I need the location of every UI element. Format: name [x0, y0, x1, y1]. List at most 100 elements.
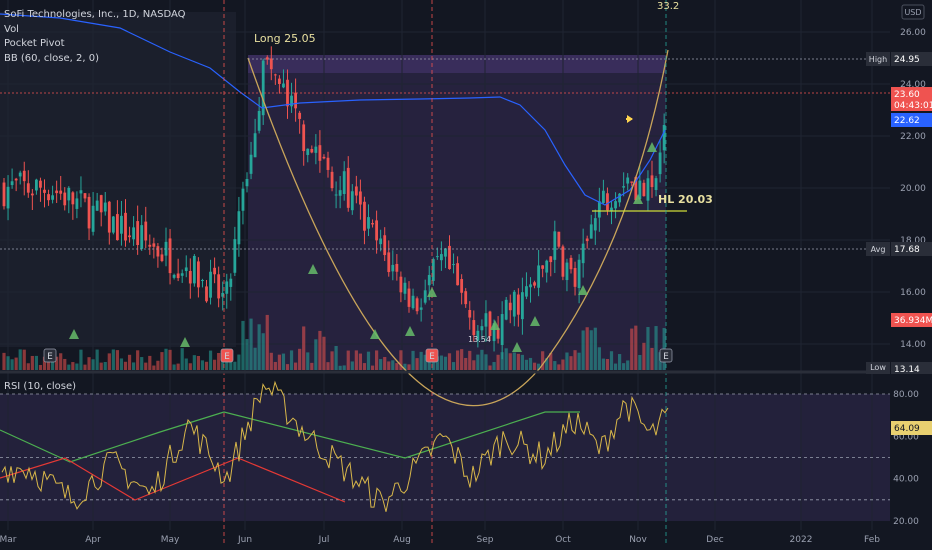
earnings-badge[interactable]: [43, 348, 57, 363]
pocket-pivot-marker[interactable]: [69, 329, 79, 339]
candle-body[interactable]: [314, 146, 318, 153]
candle-body[interactable]: [581, 243, 585, 264]
candle-body[interactable]: [330, 171, 334, 189]
candle-body[interactable]: [427, 274, 431, 286]
candle-body[interactable]: [39, 180, 42, 188]
candle-body[interactable]: [55, 190, 59, 194]
candle-body[interactable]: [350, 191, 354, 211]
candle-body[interactable]: [411, 295, 415, 309]
candle-body[interactable]: [346, 167, 350, 208]
candle-body[interactable]: [35, 179, 38, 191]
candle-body[interactable]: [484, 313, 488, 327]
candle-body[interactable]: [379, 238, 383, 245]
candle-body[interactable]: [205, 286, 208, 302]
symbol-title[interactable]: SoFi Technologies, Inc., 1D, NASDAQ: [4, 9, 186, 20]
candle-body[interactable]: [480, 326, 484, 331]
candle-body[interactable]: [310, 149, 314, 153]
candle-body[interactable]: [452, 264, 455, 266]
candle-body[interactable]: [541, 265, 545, 269]
candle-body[interactable]: [326, 157, 330, 170]
candle-body[interactable]: [415, 298, 419, 312]
candle-body[interactable]: [561, 246, 565, 277]
candle-body[interactable]: [630, 181, 634, 183]
pocket-pivot-marker[interactable]: [633, 194, 643, 204]
candle-body[interactable]: [95, 200, 99, 211]
candle-body[interactable]: [606, 193, 609, 211]
pocket-pivot-marker[interactable]: [647, 142, 657, 152]
candle-body[interactable]: [10, 181, 14, 186]
candle-body[interactable]: [557, 231, 561, 247]
candle-body[interactable]: [30, 193, 34, 196]
candle-body[interactable]: [614, 201, 617, 209]
currency-badge[interactable]: [901, 4, 925, 20]
candle-body[interactable]: [622, 186, 626, 188]
candle-body[interactable]: [302, 124, 306, 152]
pocket-pivot-marker[interactable]: [405, 326, 415, 336]
candle-body[interactable]: [342, 171, 346, 195]
candle-body[interactable]: [79, 190, 83, 194]
candle-body[interactable]: [363, 201, 366, 231]
candle-body[interactable]: [419, 307, 423, 310]
candle-body[interactable]: [440, 254, 443, 261]
candle-body[interactable]: [496, 327, 500, 339]
candle-body[interactable]: [529, 284, 532, 288]
candle-body[interactable]: [476, 330, 480, 341]
candle-body[interactable]: [294, 92, 297, 109]
candle-body[interactable]: [286, 79, 289, 107]
candle-body[interactable]: [103, 202, 107, 212]
candle-body[interactable]: [399, 276, 403, 293]
candle-body[interactable]: [650, 175, 654, 188]
candle-body[interactable]: [371, 223, 374, 225]
candle-body[interactable]: [107, 201, 111, 233]
candle-body[interactable]: [156, 246, 160, 257]
candle-body[interactable]: [460, 279, 464, 293]
candle-body[interactable]: [512, 291, 516, 317]
candle-body[interactable]: [59, 190, 63, 194]
earnings-badge[interactable]: [220, 348, 234, 363]
candle-body[interactable]: [537, 265, 540, 288]
candle-body[interactable]: [180, 273, 184, 276]
candle-body[interactable]: [521, 292, 524, 320]
candle-body[interactable]: [589, 224, 593, 239]
candle-body[interactable]: [472, 320, 476, 336]
candle-body[interactable]: [504, 299, 508, 320]
candle-body[interactable]: [464, 291, 468, 305]
candle-body[interactable]: [444, 248, 447, 257]
candle-body[interactable]: [136, 221, 140, 246]
candle-body[interactable]: [172, 274, 176, 278]
candle-body[interactable]: [662, 124, 666, 151]
candle-body[interactable]: [128, 235, 131, 238]
candle-body[interactable]: [375, 220, 378, 241]
candle-body[interactable]: [282, 83, 285, 88]
candle-body[interactable]: [403, 282, 407, 294]
candle-body[interactable]: [654, 178, 658, 190]
candle-body[interactable]: [51, 195, 54, 200]
candle-body[interactable]: [585, 238, 589, 242]
candle-body[interactable]: [26, 183, 30, 193]
candle-body[interactable]: [431, 259, 435, 281]
candle-body[interactable]: [168, 238, 172, 274]
candle-body[interactable]: [500, 314, 504, 345]
candle-body[interactable]: [597, 201, 601, 218]
candle-body[interactable]: [391, 264, 395, 272]
low-tag[interactable]: [891, 362, 932, 374]
candle-body[interactable]: [278, 78, 281, 84]
candle-body[interactable]: [132, 227, 135, 240]
candle-body[interactable]: [367, 217, 370, 229]
candle-body[interactable]: [116, 214, 119, 241]
volume-tag[interactable]: [891, 313, 932, 327]
candle-body[interactable]: [573, 268, 577, 287]
candle-body[interactable]: [233, 239, 237, 273]
rsi-current-tag[interactable]: [891, 421, 932, 435]
candle-body[interactable]: [201, 280, 204, 282]
candle-body[interactable]: [642, 182, 646, 197]
candle-body[interactable]: [209, 271, 212, 298]
candle-body[interactable]: [225, 281, 229, 294]
candle-body[interactable]: [257, 110, 261, 131]
candle-body[interactable]: [63, 192, 67, 206]
candle-body[interactable]: [120, 215, 123, 234]
candle-body[interactable]: [144, 221, 148, 241]
candle-body[interactable]: [140, 225, 144, 249]
candle-body[interactable]: [423, 290, 427, 303]
candle-body[interactable]: [87, 196, 91, 229]
